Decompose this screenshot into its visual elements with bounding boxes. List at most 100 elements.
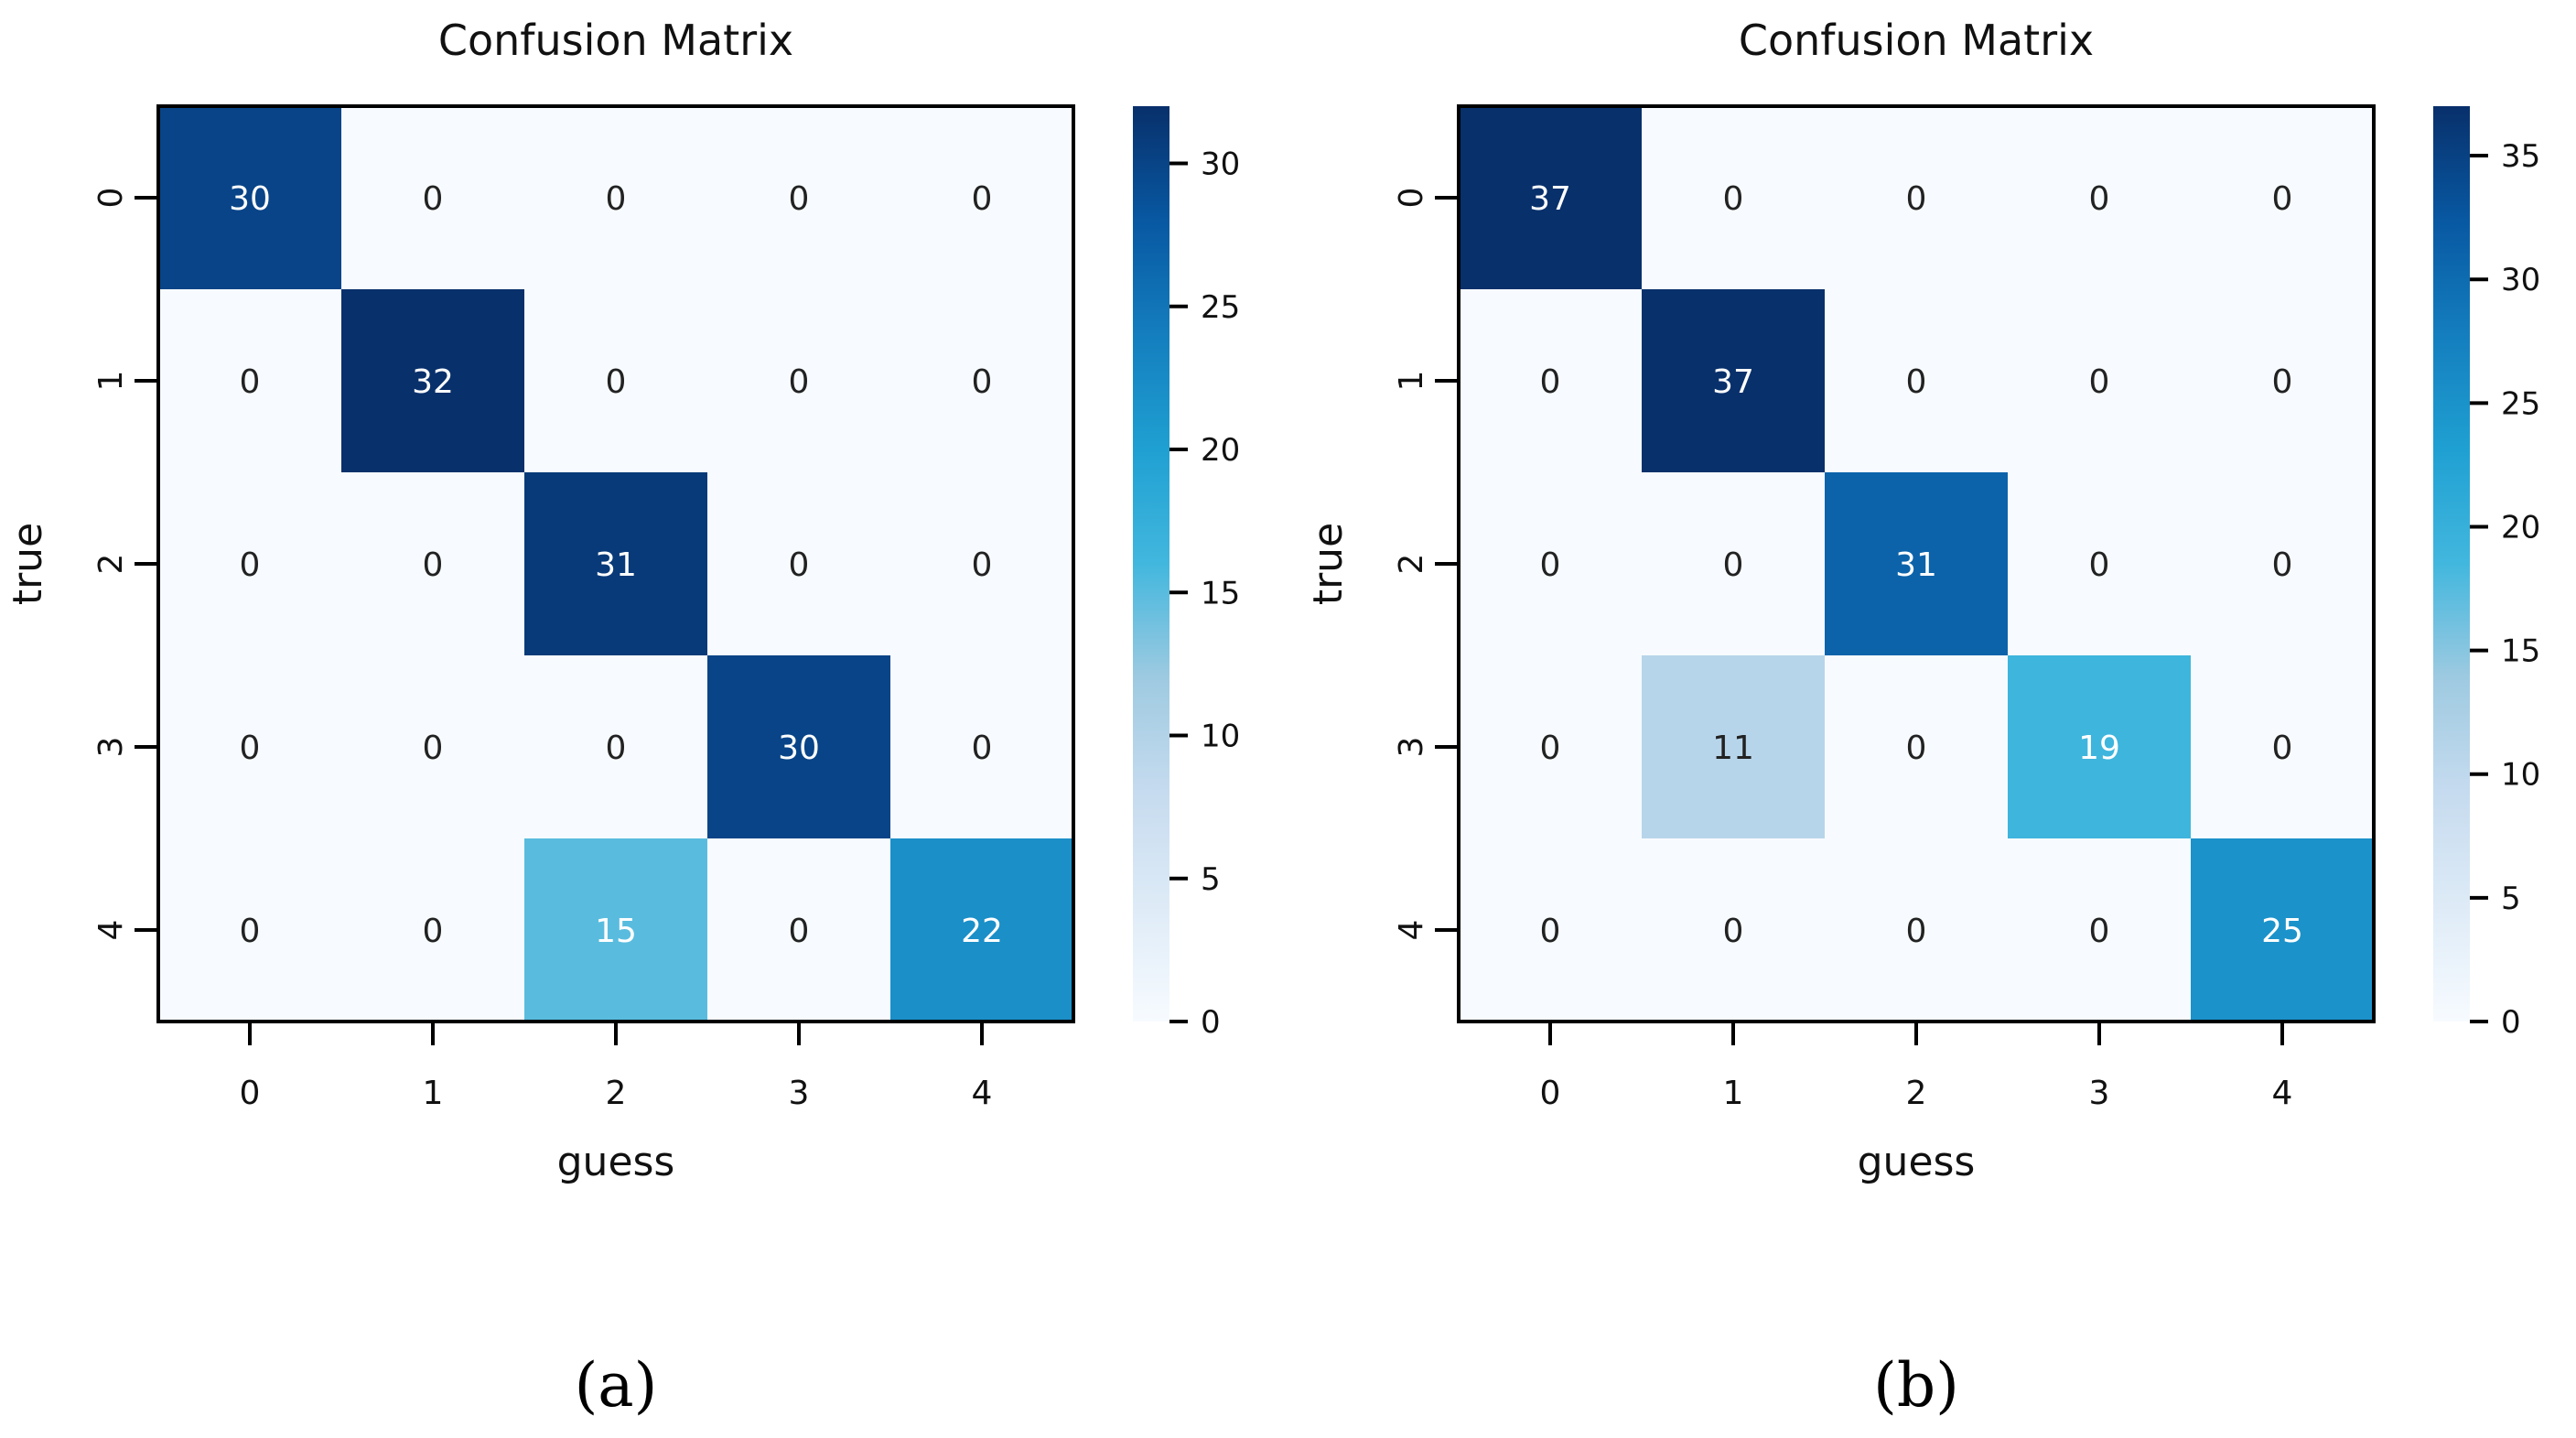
x-tick-label: 3	[789, 1075, 810, 1112]
x-tick-label: 1	[423, 1075, 444, 1112]
heatmap-cell	[2008, 655, 2192, 839]
heatmap-cell	[341, 106, 525, 290]
cell-value: 0	[789, 363, 810, 401]
heatmap-cell	[2191, 472, 2375, 656]
heatmap-cell	[1459, 106, 1643, 290]
colorbar-tick-label: 0	[1201, 1004, 1221, 1041]
cell-value: 0	[1723, 546, 1744, 584]
cell-value: 31	[595, 546, 637, 584]
cell-value: 0	[240, 730, 261, 767]
colorbar-tick-label: 15	[2501, 633, 2540, 670]
heatmap-cell	[158, 838, 342, 1022]
cell-value: 37	[1712, 363, 1754, 401]
cell-value: 0	[606, 730, 627, 767]
cell-value: 0	[1540, 913, 1561, 950]
heatmap-cell	[2008, 838, 2192, 1022]
colorbar	[1133, 106, 1169, 1022]
cell-value: 0	[423, 913, 444, 950]
heatmap-cell	[2008, 289, 2192, 473]
cell-value: 0	[1906, 180, 1927, 218]
heatmap-cell	[707, 289, 891, 473]
y-tick-label: 0	[92, 188, 130, 209]
cell-value: 22	[961, 913, 1003, 950]
y-axis-label: true	[5, 523, 51, 605]
cell-value: 19	[2078, 730, 2120, 767]
cell-value: 37	[1529, 180, 1571, 218]
cell-value: 0	[2089, 363, 2110, 401]
cell-value: 0	[606, 363, 627, 401]
colorbar-tick-label: 5	[1201, 861, 1221, 898]
heatmap-cell	[341, 472, 525, 656]
heatmap-cell	[890, 655, 1074, 839]
heatmap-cell	[1642, 106, 1826, 290]
heatmap-cell	[890, 838, 1074, 1022]
colorbar-tick-label: 20	[1201, 432, 1240, 469]
cell-value: 0	[972, 730, 993, 767]
cell-value: 0	[789, 546, 810, 584]
cell-value: 25	[2261, 913, 2303, 950]
cell-value: 0	[2089, 180, 2110, 218]
heatmap-cell	[341, 655, 525, 839]
cell-value: 0	[2272, 363, 2293, 401]
heatmap-cell	[1825, 289, 2009, 473]
y-tick-label: 4	[92, 920, 130, 941]
cell-value: 0	[1540, 730, 1561, 767]
heatmap-cell	[2191, 838, 2375, 1022]
cell-value: 0	[606, 180, 627, 218]
colorbar-tick-label: 20	[2501, 509, 2540, 546]
x-tick-label: 2	[606, 1075, 627, 1112]
y-tick-label: 0	[1393, 188, 1430, 209]
cell-value: 0	[423, 546, 444, 584]
heatmap-cell	[524, 472, 708, 656]
heatmap-cell	[158, 655, 342, 839]
heatmap-cell	[1825, 106, 2009, 290]
x-tick-label: 4	[2272, 1075, 2293, 1112]
heatmap-cell	[1642, 472, 1826, 656]
panel-label: (b)	[1873, 1350, 1959, 1421]
cell-value: 0	[423, 180, 444, 218]
heatmap-cell	[707, 838, 891, 1022]
cell-value: 0	[2272, 180, 2293, 218]
cell-value: 0	[972, 180, 993, 218]
heatmap-cell	[1459, 472, 1643, 656]
cell-value: 0	[2089, 913, 2110, 950]
cell-value: 0	[972, 363, 993, 401]
y-axis-label: true	[1305, 523, 1352, 605]
cell-value: 30	[229, 180, 271, 218]
heatmap-cell	[1642, 289, 1826, 473]
colorbar-tick-label: 35	[2501, 138, 2540, 175]
x-tick-label: 0	[1540, 1075, 1561, 1112]
cell-value: 32	[412, 363, 454, 401]
heatmap-cell	[890, 289, 1074, 473]
cell-value: 0	[1723, 180, 1744, 218]
y-tick-label: 3	[92, 737, 130, 758]
heatmap-cell	[1825, 472, 2009, 656]
colorbar-tick-label: 30	[1201, 146, 1240, 183]
panel-label: (a)	[575, 1350, 658, 1421]
heatmap-cell	[2008, 472, 2192, 656]
cell-value: 0	[2089, 546, 2110, 584]
cell-value: 0	[789, 913, 810, 950]
heatmap-cell	[524, 655, 708, 839]
cell-value: 0	[789, 180, 810, 218]
cell-value: 0	[2272, 730, 2293, 767]
cell-value: 0	[972, 546, 993, 584]
y-tick-label: 2	[92, 554, 130, 575]
heatmap-cell	[1825, 655, 2009, 839]
heatmap-cell	[524, 106, 708, 290]
cell-value: 30	[778, 730, 820, 767]
y-tick-label: 4	[1393, 920, 1430, 941]
heatmap-cell	[158, 106, 342, 290]
cell-value: 0	[240, 913, 261, 950]
heatmap-cell	[341, 289, 525, 473]
y-tick-label: 1	[1393, 371, 1430, 392]
x-axis-label: guess	[557, 1139, 675, 1185]
y-tick-label: 2	[1393, 554, 1430, 575]
heatmap-cell	[1642, 838, 1826, 1022]
x-tick-label: 1	[1723, 1075, 1744, 1112]
heatmap-cell	[158, 472, 342, 656]
x-tick-label: 3	[2089, 1075, 2110, 1112]
